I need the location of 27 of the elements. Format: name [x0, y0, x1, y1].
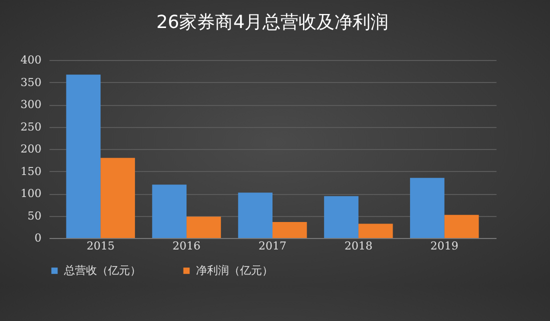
bar	[410, 178, 444, 238]
bar	[100, 158, 135, 238]
y-tick-label: 50	[28, 209, 42, 222]
chart-title: 26家券商4月总营收及净利润	[156, 12, 389, 33]
legend-label: 总营收（亿元）	[63, 264, 141, 277]
bar	[238, 192, 272, 238]
x-tick-label: 2016	[172, 240, 201, 252]
y-tick-label: 300	[20, 98, 42, 111]
legend-label: 净利润（亿元）	[196, 264, 273, 277]
bar	[186, 216, 221, 238]
x-tick-label: 2015	[86, 240, 115, 252]
y-tick-label: 200	[20, 142, 42, 156]
y-tick-label: 150	[20, 164, 42, 178]
y-tick-label: 400	[20, 54, 42, 66]
bar	[152, 184, 187, 238]
x-tick-label: 2019	[430, 240, 458, 252]
bar	[272, 222, 307, 238]
bar	[324, 196, 358, 238]
x-tick-label: 2018	[344, 240, 372, 252]
bar	[66, 74, 101, 238]
y-tick-label: 100	[20, 187, 42, 200]
y-tick-label: 0	[34, 232, 42, 244]
y-tick-label: 250	[20, 120, 42, 134]
y-tick-label: 350	[20, 76, 42, 89]
bar	[444, 214, 479, 238]
x-tick-label: 2017	[258, 240, 286, 252]
bar	[358, 224, 393, 238]
